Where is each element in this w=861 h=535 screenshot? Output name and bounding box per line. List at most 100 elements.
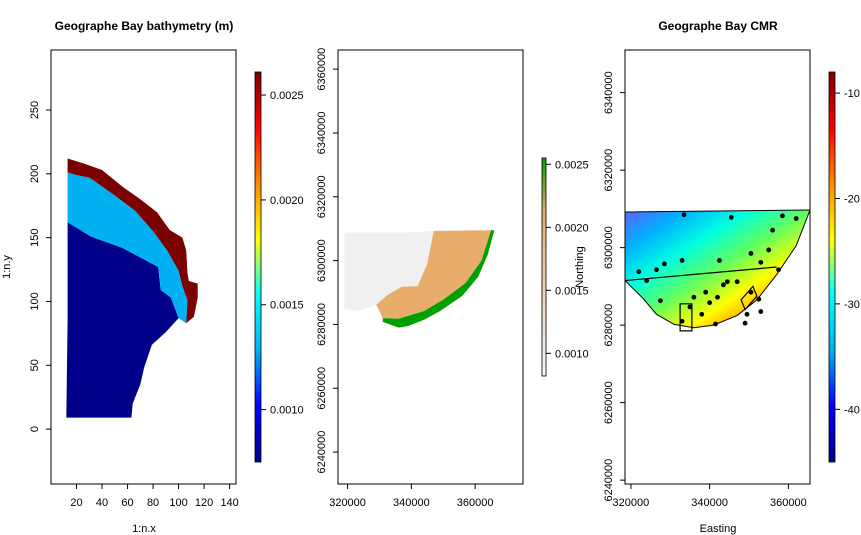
colorbar-tick-label: 0.0020 xyxy=(270,195,304,207)
panel2-bands xyxy=(344,230,495,328)
x-tick-label: 340000 xyxy=(393,497,430,509)
x-tick-label: 140 xyxy=(220,497,238,509)
y-tick-label: 6280000 xyxy=(316,303,328,346)
zone-boundary-line xyxy=(625,266,777,282)
band-green xyxy=(382,230,495,328)
x-tick-label: 340000 xyxy=(691,497,728,509)
cmr-region xyxy=(625,209,810,329)
panel1-x-axis: 20 40 60 80 100 120 140 xyxy=(70,484,239,509)
band-deep xyxy=(66,222,179,418)
colorbar-tick-label: -10 xyxy=(844,88,860,100)
y-tick-label: 6260000 xyxy=(603,381,615,424)
sample-point xyxy=(748,289,754,295)
y-tick-label: 6320000 xyxy=(603,149,615,192)
sample-point xyxy=(707,300,713,306)
sample-point xyxy=(793,216,799,221)
x-tick-label: 100 xyxy=(169,497,187,509)
panel-cmr: Geographe Bay CMR 320000 340000 360000 624… xyxy=(603,19,860,535)
y-tick-label: 6300000 xyxy=(603,226,615,269)
y-tick-label: 200 xyxy=(29,165,41,183)
panel1-bands xyxy=(66,158,198,418)
panel2-colorbar-ticks: 0.0010 0.0015 0.0020 0.0025 xyxy=(546,159,589,360)
panel1-y-label: 1:n.y xyxy=(1,255,13,279)
x-tick-label: 360000 xyxy=(457,497,494,509)
band-grey xyxy=(344,230,434,311)
sample-point xyxy=(636,269,642,275)
panel1-plot-frame xyxy=(50,49,237,485)
band-shallow xyxy=(67,158,198,324)
colorbar-tick-label: 0.0010 xyxy=(270,405,304,417)
x-tick-label: 40 xyxy=(96,497,108,509)
sample-point xyxy=(715,294,720,300)
panel2-x-axis: 320000 340000 360000 xyxy=(329,484,494,509)
panel1-title: Geographe Bay bathymetry (m) xyxy=(55,19,234,33)
y-tick-label: 6240000 xyxy=(316,431,328,474)
panel3-colorbar xyxy=(828,71,836,463)
x-tick-label: 80 xyxy=(147,497,159,509)
y-tick-label: 6340000 xyxy=(316,112,328,155)
sample-point xyxy=(758,309,764,314)
panel1-y-axis: 0 50 100 150 200 250 xyxy=(29,101,51,432)
sample-point xyxy=(654,267,659,273)
sample-point xyxy=(721,282,726,288)
panel2-plot-frame xyxy=(337,49,524,485)
x-tick-label: 360000 xyxy=(770,497,807,509)
colorbar-tick-label: -20 xyxy=(844,193,860,205)
sample-point xyxy=(717,258,722,263)
x-tick-label: 320000 xyxy=(613,497,650,509)
sample-point xyxy=(687,304,693,310)
colorbar-tick-label: 0.0020 xyxy=(555,222,589,234)
sample-point xyxy=(644,278,650,283)
panel-classified: 320000 340000 360000 6240000 6260000 6280000… xyxy=(316,48,589,509)
sample-point xyxy=(713,321,718,327)
y-tick-label: 150 xyxy=(29,228,41,246)
panel3-title: Geographe Bay CMR xyxy=(658,19,778,33)
sample-point xyxy=(766,247,772,253)
panel2-colorbar xyxy=(541,157,547,377)
panel2-y-label: Northing xyxy=(574,246,586,288)
sample-point xyxy=(679,318,685,324)
sample-point xyxy=(758,259,764,265)
sample-point xyxy=(756,296,762,302)
colorbar-tick-label: 0.0025 xyxy=(555,159,589,171)
panel1-colorbar-ticks: 0.0010 0.0015 0.0020 0.0025 xyxy=(261,90,304,417)
sample-point xyxy=(724,279,730,285)
x-tick-label: 20 xyxy=(70,497,82,509)
y-tick-label: 50 xyxy=(29,359,41,371)
colorbar-tick-label: -40 xyxy=(844,404,860,416)
sample-point xyxy=(703,289,709,295)
y-tick-label: 6280000 xyxy=(603,304,615,347)
colorbar-tick-label: 0.0010 xyxy=(555,348,589,360)
panel-bathymetry: Geographe Bay bathymetry (m) 20 40 60 80 100… xyxy=(1,19,304,535)
band-mid xyxy=(67,172,188,324)
sample-point xyxy=(742,320,748,326)
x-tick-label: 60 xyxy=(121,497,133,509)
colorbar-tick-label: 0.0015 xyxy=(270,300,304,312)
y-tick-label: 100 xyxy=(29,292,41,310)
colorbar-tick-label: 0.0025 xyxy=(270,90,304,102)
sample-point xyxy=(661,261,667,267)
colorbar-tick-label: -30 xyxy=(844,299,860,311)
sample-point xyxy=(691,294,697,300)
y-tick-label: 6260000 xyxy=(316,367,328,410)
panel1-x-label: 1:n.x xyxy=(132,523,156,535)
sample-point xyxy=(699,311,705,317)
sample-point xyxy=(780,213,785,219)
y-tick-label: 6340000 xyxy=(603,71,615,114)
sample-point xyxy=(734,279,740,285)
y-tick-label: 0 xyxy=(29,426,41,432)
panel3-y-axis: 6240000 6260000 6280000 6300000 6320000 63400… xyxy=(603,71,625,502)
x-tick-label: 320000 xyxy=(329,497,366,509)
x-tick-label: 120 xyxy=(195,497,213,509)
sample-point xyxy=(744,311,750,317)
sample-point xyxy=(681,212,687,218)
panel2-y-axis: 6240000 6260000 6280000 6300000 6320000 63400… xyxy=(316,48,338,474)
band-tan xyxy=(376,230,492,319)
sample-point xyxy=(776,267,781,273)
y-tick-label: 6240000 xyxy=(603,459,615,502)
panel1-colorbar xyxy=(254,71,262,463)
sample-point xyxy=(679,258,685,263)
panel3-x-axis: 320000 340000 360000 xyxy=(613,484,807,509)
y-tick-label: 6300000 xyxy=(316,239,328,282)
